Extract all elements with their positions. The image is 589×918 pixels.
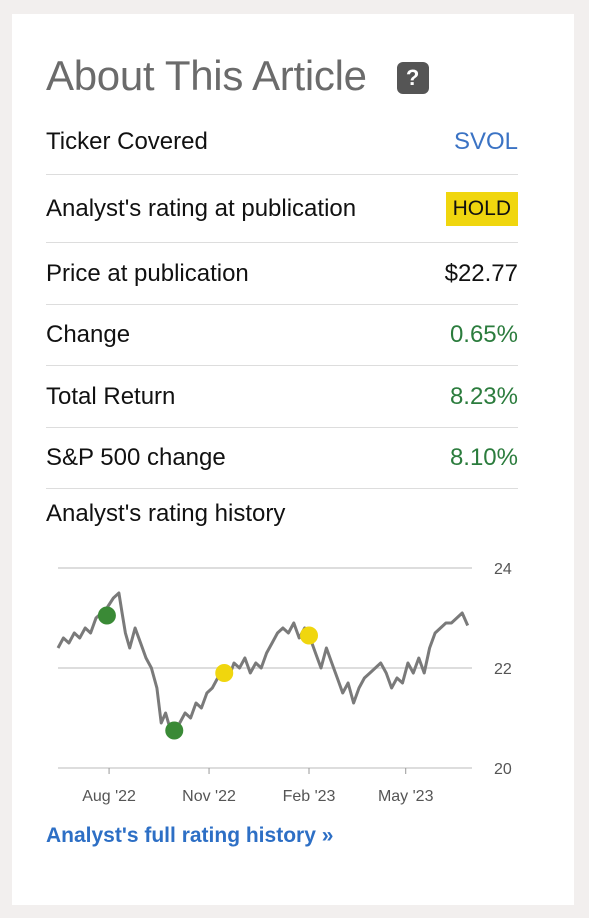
rating-marker-hold bbox=[300, 626, 319, 645]
change-value: 0.65% bbox=[449, 321, 518, 348]
price-label: Price at publication bbox=[46, 259, 249, 287]
y-tick-label: 20 bbox=[494, 761, 512, 778]
y-tick-label: 24 bbox=[494, 561, 512, 578]
row-ticker: Ticker Covered SVOL bbox=[46, 110, 518, 175]
full-rating-history-link[interactable]: Analyst's full rating history » bbox=[46, 824, 334, 847]
help-icon[interactable]: ? bbox=[396, 62, 429, 94]
x-tick-label: Aug '22 bbox=[82, 788, 136, 805]
article-details: Ticker Covered SVOL Analyst's rating at … bbox=[46, 110, 518, 489]
sp500-value: 8.10% bbox=[449, 444, 518, 471]
total-return-label: Total Return bbox=[46, 382, 176, 410]
row-price: Price at publication $22.77 bbox=[46, 243, 518, 305]
row-sp500: S&P 500 change 8.10% bbox=[46, 428, 518, 489]
rating-history-chart: 20 22 24 Aug '22 Nov '22 Feb '23 May '23 bbox=[56, 561, 512, 805]
rating-history-label: Analyst's rating history bbox=[46, 500, 286, 527]
y-tick-label: 22 bbox=[494, 661, 512, 678]
ticker-label: Ticker Covered bbox=[46, 128, 208, 155]
row-change: Change 0.65% bbox=[46, 305, 518, 366]
rating-marker-buy bbox=[97, 606, 116, 625]
x-tick-label: May '23 bbox=[378, 788, 434, 805]
x-tick-label: Feb '23 bbox=[283, 788, 336, 805]
change-label: Change bbox=[46, 321, 131, 348]
x-tick-label: Nov '22 bbox=[182, 788, 236, 805]
total-return-value: 8.23% bbox=[449, 382, 518, 410]
sp500-label: S&P 500 change bbox=[46, 444, 226, 471]
price-line bbox=[56, 591, 470, 732]
about-article-card bbox=[12, 14, 574, 905]
page-title: About This Article bbox=[46, 52, 367, 99]
rating-label: Analyst's rating at publication bbox=[46, 194, 357, 222]
row-total-return: Total Return 8.23% bbox=[46, 366, 518, 428]
price-value: $22.77 bbox=[444, 259, 518, 287]
ticker-link[interactable]: SVOL bbox=[453, 128, 518, 155]
rating-marker-buy bbox=[165, 721, 184, 740]
row-rating: Analyst's rating at publication HOLD bbox=[46, 175, 518, 243]
rating-badge: HOLD bbox=[445, 191, 518, 226]
rating-marker-hold bbox=[215, 664, 234, 682]
title-row: About This Article ? bbox=[46, 52, 429, 100]
